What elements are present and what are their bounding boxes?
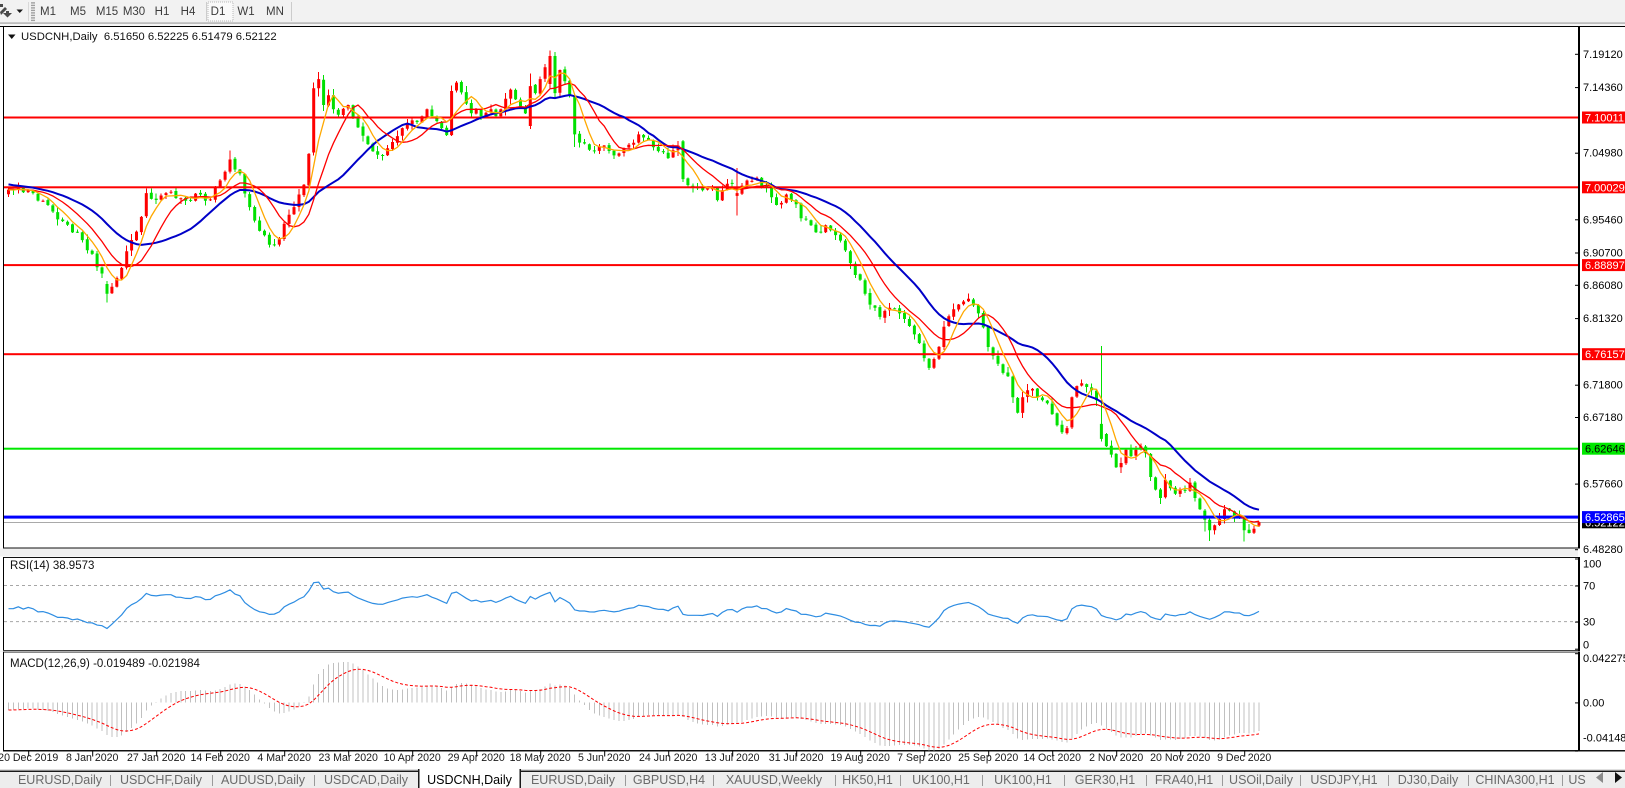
svg-text:USDCHF,Daily: USDCHF,Daily [120, 773, 203, 787]
svg-text:27 Jan 2020: 27 Jan 2020 [127, 752, 185, 764]
svg-text:6.88897: 6.88897 [1585, 260, 1625, 272]
svg-text:0.00: 0.00 [1583, 697, 1604, 709]
svg-text:-0.04148: -0.04148 [1583, 732, 1625, 744]
svg-text:6.95460: 6.95460 [1583, 214, 1623, 226]
svg-text:7.04980: 7.04980 [1583, 148, 1623, 160]
svg-text:D1: D1 [211, 6, 226, 18]
svg-text:H4: H4 [181, 6, 196, 18]
svg-text:19 Aug 2020: 19 Aug 2020 [830, 752, 890, 764]
svg-text:18 May 2020: 18 May 2020 [510, 752, 571, 764]
svg-text:6.48280: 6.48280 [1583, 544, 1623, 556]
svg-text:USDCAD,Daily: USDCAD,Daily [324, 773, 409, 787]
svg-text:7.10011: 7.10011 [1585, 113, 1624, 125]
svg-text:6.52865: 6.52865 [1585, 512, 1625, 524]
svg-text:CHINA300,H1: CHINA300,H1 [1475, 773, 1554, 787]
svg-text:7.19120: 7.19120 [1583, 49, 1623, 61]
svg-text:USOil,Daily: USOil,Daily [1229, 773, 1294, 787]
svg-text:HK50,H1: HK50,H1 [842, 773, 893, 787]
svg-text:20 Nov 2020: 20 Nov 2020 [1150, 752, 1210, 764]
svg-text:20 Dec 2019: 20 Dec 2019 [0, 752, 58, 764]
svg-text:M30: M30 [123, 6, 145, 18]
svg-text:70: 70 [1583, 580, 1595, 592]
svg-text:MACD(12,26,9) -0.019489 -0.021: MACD(12,26,9) -0.019489 -0.021984 [10, 658, 200, 670]
svg-text:23 Mar 2020: 23 Mar 2020 [318, 752, 378, 764]
svg-text:M5: M5 [70, 6, 86, 18]
svg-text:0: 0 [1583, 639, 1589, 651]
svg-text:GBPUSD,H4: GBPUSD,H4 [633, 773, 705, 787]
svg-text:100: 100 [1583, 558, 1601, 570]
svg-text:6.81320: 6.81320 [1583, 313, 1623, 325]
svg-text:6.86080: 6.86080 [1583, 280, 1623, 292]
svg-text:EURUSD,Daily: EURUSD,Daily [531, 773, 616, 787]
svg-text:FRA40,H1: FRA40,H1 [1155, 773, 1213, 787]
svg-text:31 Jul 2020: 31 Jul 2020 [769, 752, 824, 764]
svg-text:6.57660: 6.57660 [1583, 479, 1623, 491]
svg-text:USDCNH,Daily: USDCNH,Daily [427, 773, 512, 787]
svg-text:7 Sep 2020: 7 Sep 2020 [897, 752, 951, 764]
svg-text:XAUUSD,Weekly: XAUUSD,Weekly [726, 773, 823, 787]
svg-text:6.90700: 6.90700 [1583, 248, 1623, 260]
svg-text:30: 30 [1583, 617, 1595, 629]
svg-text:USDJPY,H1: USDJPY,H1 [1310, 773, 1377, 787]
svg-text:9 Dec 2020: 9 Dec 2020 [1217, 752, 1271, 764]
svg-text:6.62646: 6.62646 [1585, 444, 1625, 456]
svg-text:8 Jan 2020: 8 Jan 2020 [66, 752, 119, 764]
svg-text:14 Oct 2020: 14 Oct 2020 [1023, 752, 1081, 764]
svg-text:EURUSD,Daily: EURUSD,Daily [18, 773, 103, 787]
svg-text:6.71800: 6.71800 [1583, 380, 1623, 392]
svg-text:4 Mar 2020: 4 Mar 2020 [257, 752, 311, 764]
svg-text:14 Feb 2020: 14 Feb 2020 [190, 752, 250, 764]
svg-text:M1: M1 [40, 6, 56, 18]
svg-text:UK100,H1: UK100,H1 [994, 773, 1052, 787]
svg-text:13 Jul 2020: 13 Jul 2020 [705, 752, 760, 764]
svg-text:7.00029: 7.00029 [1585, 182, 1625, 194]
svg-text:6.76157: 6.76157 [1585, 349, 1625, 361]
svg-text:MN: MN [266, 6, 284, 18]
svg-text:W1: W1 [237, 6, 254, 18]
svg-text:M15: M15 [96, 6, 118, 18]
svg-text:2 Nov 2020: 2 Nov 2020 [1089, 752, 1143, 764]
svg-text:7.14360: 7.14360 [1583, 82, 1623, 94]
svg-text:US: US [1568, 773, 1585, 787]
svg-text:0.042275: 0.042275 [1583, 653, 1625, 665]
svg-text:29 Apr 2020: 29 Apr 2020 [448, 752, 505, 764]
svg-text:10 Apr 2020: 10 Apr 2020 [384, 752, 441, 764]
svg-text:AUDUSD,Daily: AUDUSD,Daily [221, 773, 306, 787]
svg-text:RSI(14) 38.9573: RSI(14) 38.9573 [10, 560, 94, 572]
svg-text:5 Jun 2020: 5 Jun 2020 [578, 752, 631, 764]
svg-text:H1: H1 [155, 6, 170, 18]
svg-text:USDCNH,Daily 6.51650 6.52225: USDCNH,Daily 6.51650 6.52225 6.51479 6.5… [21, 31, 277, 43]
svg-text:24 Jun 2020: 24 Jun 2020 [639, 752, 697, 764]
svg-text:DJ30,Daily: DJ30,Daily [1398, 773, 1459, 787]
svg-text:GER30,H1: GER30,H1 [1075, 773, 1135, 787]
svg-text:25 Sep 2020: 25 Sep 2020 [958, 752, 1018, 764]
svg-text:UK100,H1: UK100,H1 [912, 773, 970, 787]
svg-text:6.67180: 6.67180 [1583, 412, 1623, 424]
